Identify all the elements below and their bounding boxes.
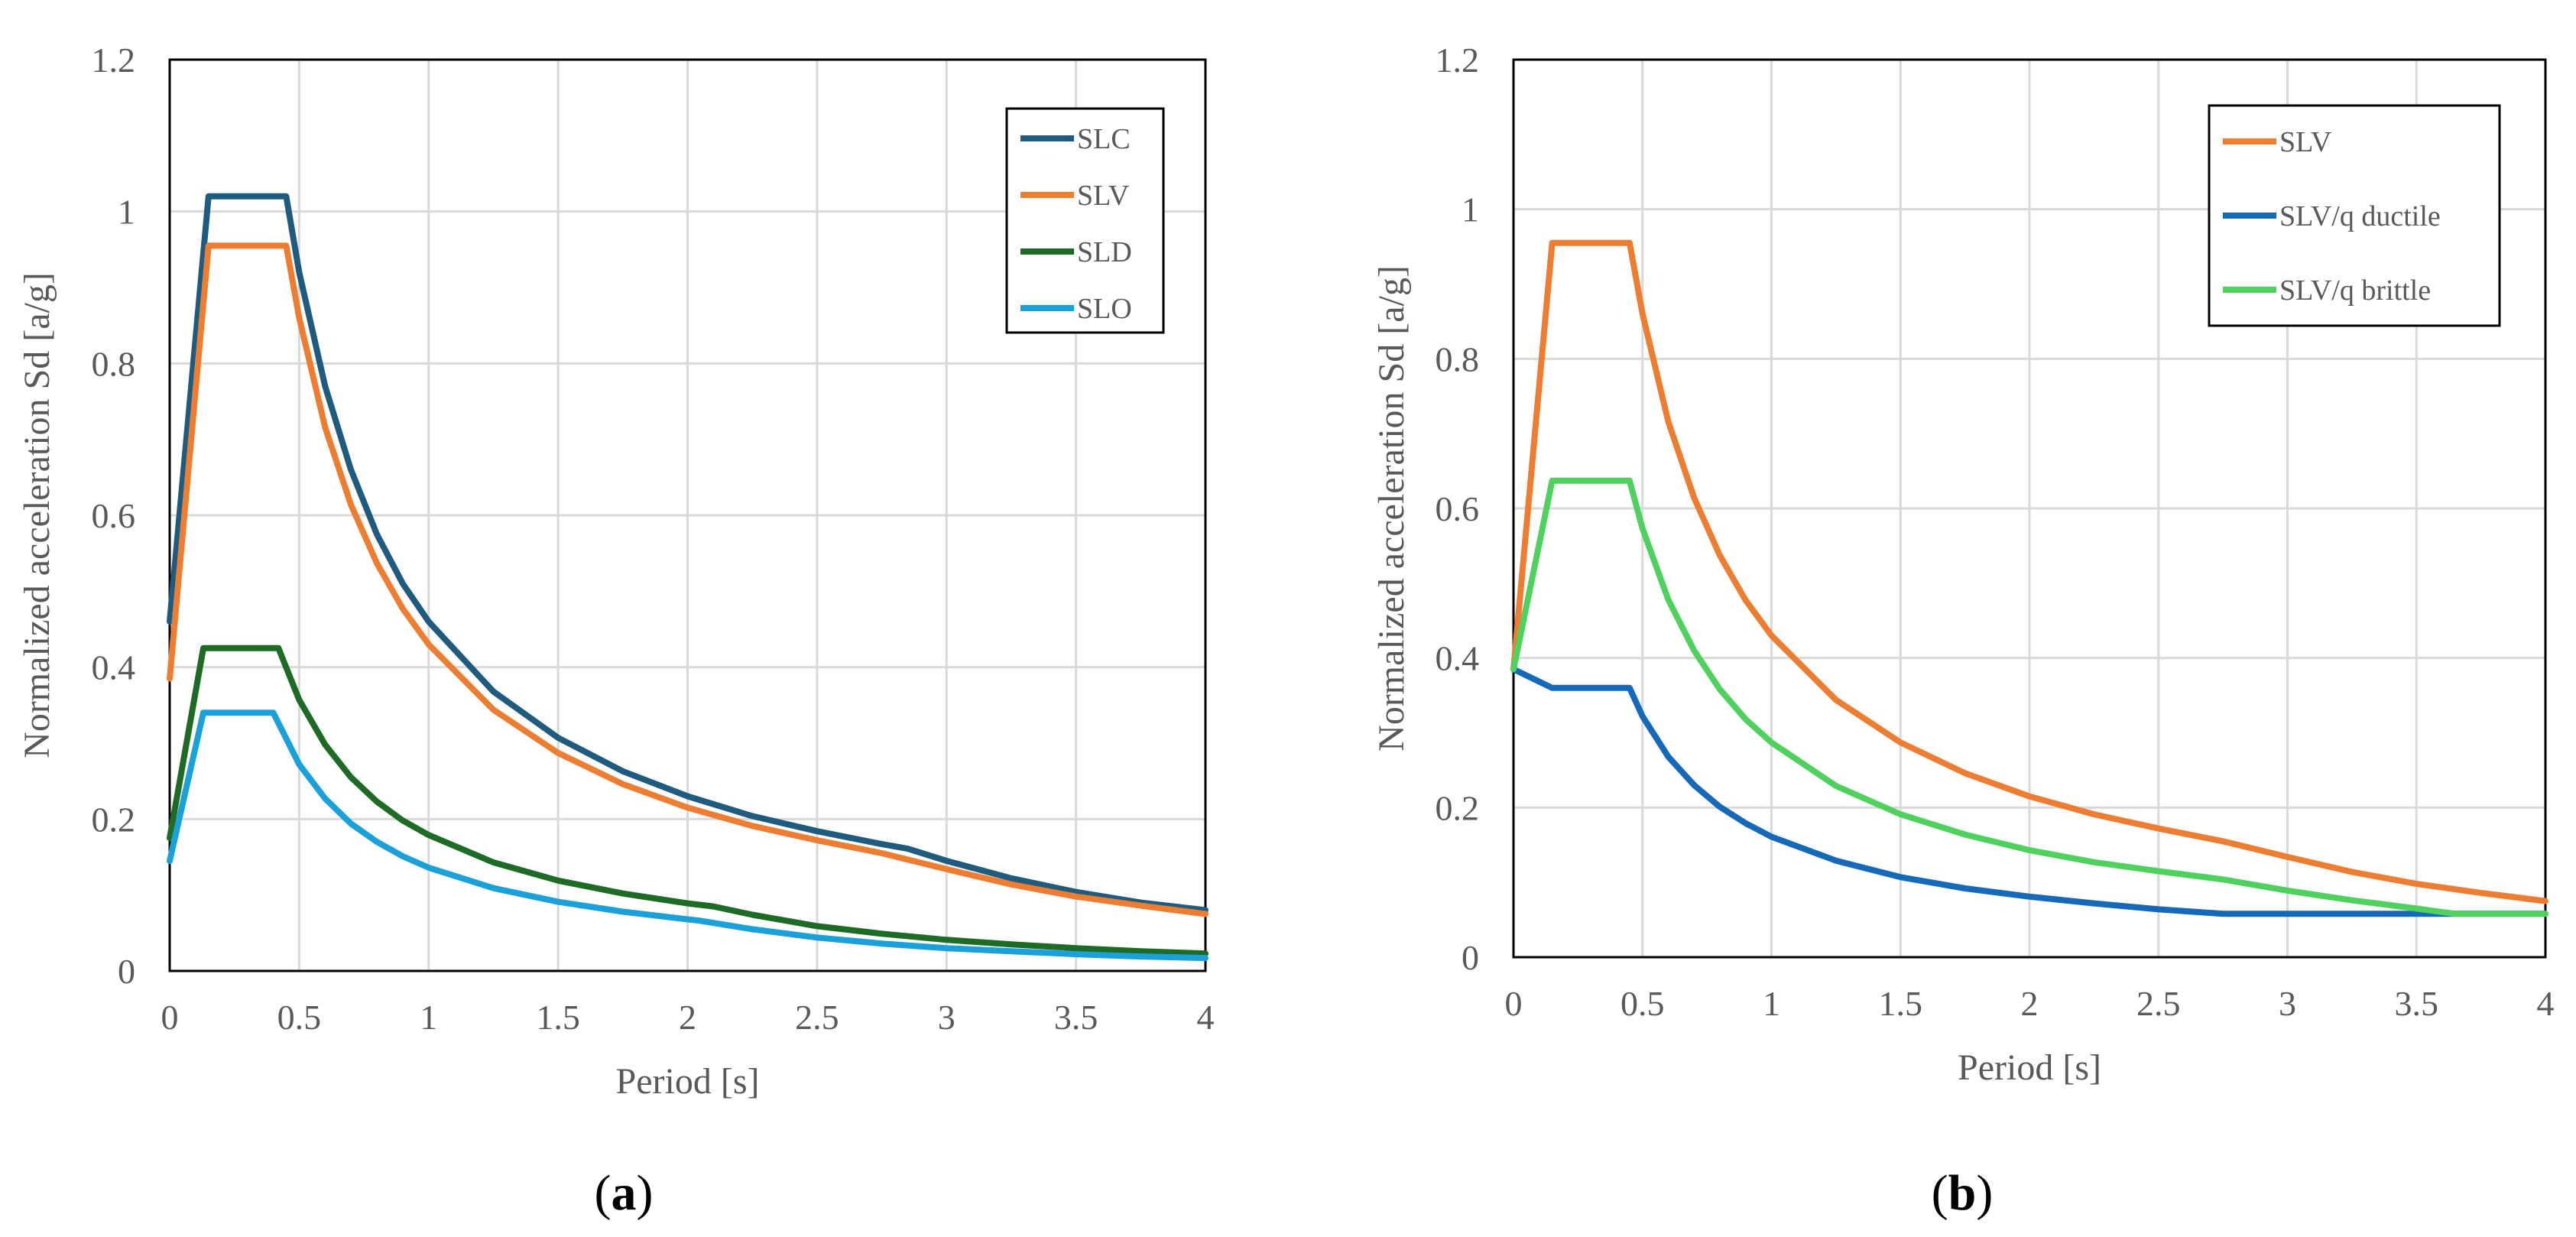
subfigure-caption: (b): [1932, 1165, 1994, 1221]
y-tick-label: 0: [1462, 938, 1479, 977]
y-tick-label: 1.2: [92, 41, 136, 80]
legend-label-slo: SLO: [1077, 293, 1132, 325]
series-line-slv: [167, 242, 1209, 917]
caption-paren-open: (: [1932, 1165, 1948, 1221]
y-tick-label: 1.2: [1436, 41, 1480, 80]
x-tick-label: 4: [1197, 998, 1215, 1037]
legend-label-sld: SLD: [1077, 236, 1132, 268]
legend-box: [1005, 107, 1165, 334]
y-tick-label: 0.8: [1436, 339, 1480, 378]
x-tick-label: 1.5: [1879, 984, 1923, 1023]
x-tick-label: 0.5: [1621, 984, 1665, 1023]
y-tick-label: 0.6: [1436, 489, 1480, 528]
y-axis-title: Normalized acceleration Sd [a/g]: [17, 272, 57, 758]
caption-paren-open: (: [595, 1165, 612, 1221]
series-line-slv-q-ductile: [1510, 666, 2548, 917]
series-line-sld: [167, 644, 1209, 957]
x-tick-label: 3: [2279, 984, 2296, 1023]
legend-label-slv: SLV: [2279, 126, 2332, 158]
x-tick-label: 4: [2537, 984, 2555, 1023]
y-tick-label: 1: [1462, 190, 1479, 229]
x-tick-label: 1: [420, 998, 437, 1037]
series-line-slv-q-brittle: [1510, 477, 2548, 917]
y-tick-label: 0.4: [92, 648, 136, 687]
x-tick-label: 2.5: [2136, 984, 2181, 1023]
plot-frame: [1512, 58, 2547, 959]
caption-paren-close: ): [637, 1165, 654, 1221]
y-tick-label: 0.2: [1436, 788, 1480, 827]
x-axis-title: Period [s]: [616, 1061, 760, 1102]
y-tick-label: 0.6: [92, 496, 136, 535]
plot-frame: [168, 58, 1207, 972]
x-tick-label: 1: [1763, 984, 1780, 1023]
legend-label-slv-q-ductile: SLV/q ductile: [2279, 200, 2441, 232]
chart-b: 0 0.5 1 1.5 2 2.5 3 3.5 4 0 0.2 0.4 0.6 0.8 1 1.2 Period…: [1371, 41, 2555, 1221]
series-line-slo: [167, 709, 1209, 962]
series-line-slc: [167, 193, 1209, 914]
chart-a: 0 0.5 1 1.5 2 2.5 3 3.5 4 0 0.2 0.4 0.6 0.8 1 1.2 Period…: [17, 41, 1215, 1221]
x-tick-label: 0.5: [277, 998, 322, 1037]
y-axis-title: Normalized acceleration Sd [a/g]: [1371, 265, 1412, 752]
caption-letter: b: [1948, 1165, 1977, 1221]
y-tick-label: 0.2: [92, 800, 136, 839]
x-axis-title: Period [s]: [1958, 1047, 2101, 1088]
y-tick-label: 1: [118, 193, 135, 232]
x-tick-label: 3.5: [2395, 984, 2439, 1023]
y-tick-label: 0.4: [1436, 639, 1480, 678]
x-tick-label: 0: [161, 998, 179, 1037]
legend-label-slv-q-brittle: SLV/q brittle: [2279, 274, 2431, 307]
y-tick-label: 0: [118, 952, 135, 991]
legend-label-slc: SLC: [1077, 123, 1131, 155]
caption-letter: a: [612, 1165, 637, 1221]
x-tick-label: 2: [2021, 984, 2039, 1023]
x-tick-label: 3: [938, 998, 955, 1037]
x-tick-label: 2.5: [795, 998, 839, 1037]
series-line-slv: [1510, 239, 2548, 904]
x-tick-label: 1.5: [536, 998, 580, 1037]
legend: SLV SLV/q ductile SLV/q brittle: [2208, 104, 2501, 327]
subfigure-caption: (a): [595, 1165, 654, 1221]
x-tick-label: 2: [679, 998, 696, 1037]
x-tick-label: 3.5: [1054, 998, 1098, 1037]
caption-paren-close: ): [1976, 1165, 1993, 1221]
legend: SLC SLV SLD SLO: [1005, 107, 1165, 334]
y-tick-label: 0.8: [92, 344, 136, 383]
x-tick-label: 0: [1505, 984, 1523, 1023]
legend-label-slv: SLV: [1077, 180, 1130, 212]
